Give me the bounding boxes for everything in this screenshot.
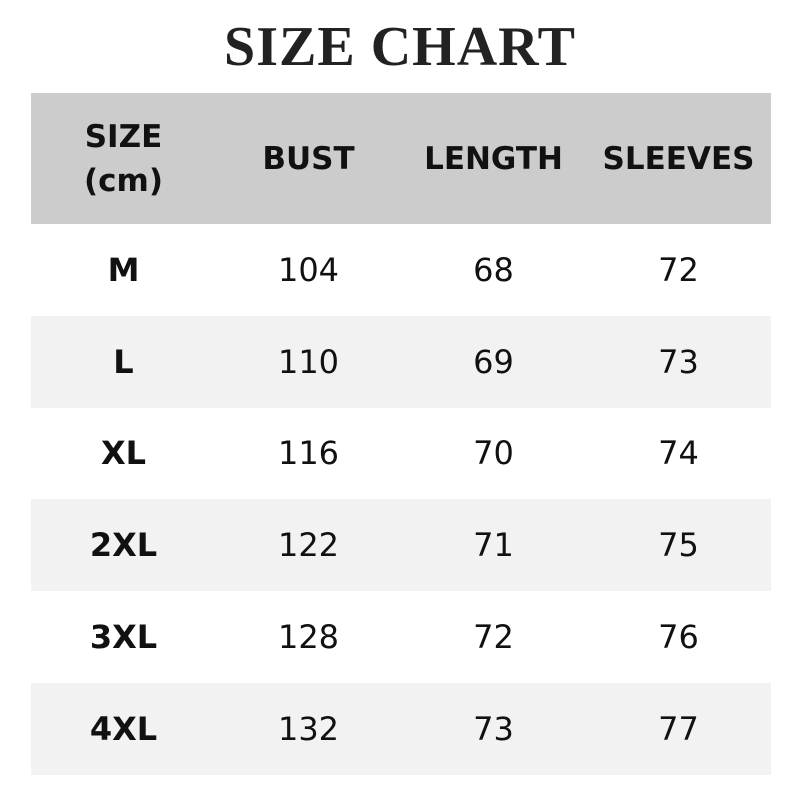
table-row: 3XL 128 72 76 xyxy=(31,591,771,683)
cell-size: L xyxy=(113,342,134,381)
header-sleeves: SLEEVES xyxy=(602,140,755,177)
cell-length: 69 xyxy=(473,342,514,381)
cell-sleeves: 75 xyxy=(658,526,699,565)
header-size: SIZE (cm) xyxy=(31,93,216,224)
cell-size: 2XL xyxy=(89,526,158,565)
cell-length: 70 xyxy=(473,434,514,473)
cell-bust: 128 xyxy=(277,618,340,657)
cell-sleeves: 74 xyxy=(658,434,699,473)
cell-length: 72 xyxy=(473,618,514,657)
cell-size: XL xyxy=(100,434,147,473)
table-row: 2XL 122 71 75 xyxy=(31,499,771,592)
page-title: SIZE CHART xyxy=(224,16,576,78)
cell-bust: 110 xyxy=(277,342,340,381)
cell-length: 73 xyxy=(473,709,514,748)
header-unit-label: (cm) xyxy=(83,162,163,199)
cell-size: M xyxy=(107,250,140,289)
header-length: LENGTH xyxy=(424,140,563,177)
table-row: M 104 68 72 xyxy=(31,224,771,316)
cell-sleeves: 77 xyxy=(658,709,699,748)
cell-length: 71 xyxy=(473,526,514,565)
cell-sleeves: 72 xyxy=(658,250,699,289)
cell-bust: 104 xyxy=(277,250,340,289)
table-row: 4XL 132 73 77 xyxy=(31,682,771,775)
cell-size: 3XL xyxy=(89,618,158,657)
cell-size: 4XL xyxy=(89,709,158,748)
cell-length: 68 xyxy=(473,250,514,289)
header-row: SIZE (cm) BUST LENGTH SLEEVES xyxy=(31,93,771,224)
table-row: L 110 69 73 xyxy=(31,315,771,408)
header-size-label: SIZE xyxy=(84,118,163,155)
cell-bust: 132 xyxy=(277,709,340,748)
cell-bust: 122 xyxy=(277,526,340,565)
cell-sleeves: 73 xyxy=(658,342,699,381)
header-bust: BUST xyxy=(262,140,355,177)
cell-bust: 116 xyxy=(277,434,340,473)
table-row: XL 116 70 74 xyxy=(31,408,771,500)
size-chart-table: SIZE (cm) BUST LENGTH SLEEVES M 104 68 72 L 11… xyxy=(31,93,771,775)
cell-sleeves: 76 xyxy=(658,618,699,657)
